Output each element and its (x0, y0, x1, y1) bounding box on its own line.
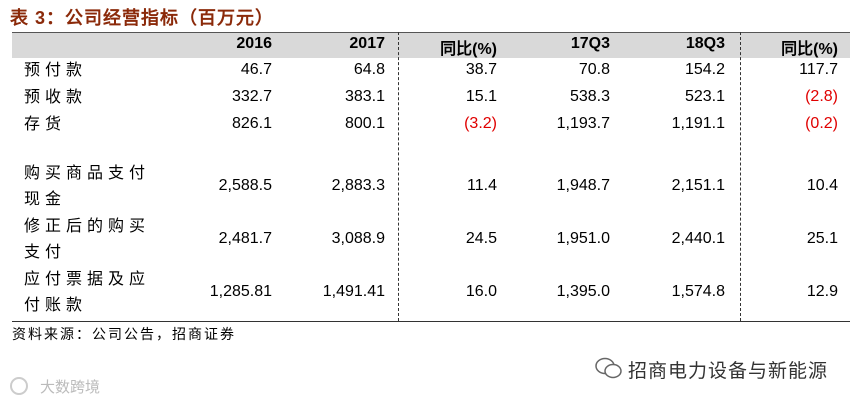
cell-value: 15.1 (465, 87, 497, 105)
corner-logo (10, 377, 28, 395)
cell-value: 117.7 (799, 60, 838, 78)
row-label: 预收款 (24, 89, 88, 106)
cell-value: 2,151.1 (671, 176, 725, 194)
cell-value: (3.2) (464, 114, 497, 132)
cell-value: 11.4 (467, 176, 497, 194)
table-title: 表 3：公司经营指标（百万元） (10, 8, 275, 28)
cell-value: 10.4 (806, 176, 838, 194)
cell-value: 154.2 (684, 60, 725, 78)
watermark: 招商电力设备与新能源 (628, 361, 829, 382)
cell-value: 1,191.1 (671, 114, 725, 132)
column-header: 2017 (349, 35, 385, 52)
bottom-rule (12, 321, 850, 322)
corner-watermark: 大数跨境 (40, 379, 101, 396)
header-band (12, 32, 850, 58)
column-header: 同比(%) (440, 41, 497, 58)
cell-value: 1,951.0 (556, 229, 610, 247)
cell-value: 538.3 (569, 87, 610, 105)
cell-value: 1,948.7 (556, 176, 610, 194)
column-header: 17Q3 (570, 35, 610, 52)
cell-value: 1,574.8 (671, 283, 725, 300)
cell-value: 2,588.5 (218, 176, 272, 194)
column-header: 2016 (236, 35, 272, 52)
cell-value: 16.0 (465, 283, 497, 300)
cell-value: 1,491.41 (322, 283, 385, 300)
cell-value: (2.8) (805, 87, 838, 105)
cell-value: 12.9 (806, 283, 838, 300)
cell-value: 38.7 (465, 60, 497, 78)
cell-value: 64.8 (353, 60, 385, 78)
column-header: 同比(%) (781, 41, 838, 58)
cell-value: 2,883.3 (331, 176, 385, 194)
row-label: 修正后的购买支付 (24, 218, 151, 261)
cell-value: 1,193.7 (556, 114, 610, 132)
cell-value: 25.1 (806, 229, 838, 247)
cell-value: (0.2) (805, 114, 838, 132)
column-header: 18Q3 (685, 35, 725, 52)
row-label: 应付票据及应付账款 (24, 271, 151, 314)
row-label: 存货 (24, 116, 67, 133)
cell-value: 1,395.0 (556, 283, 610, 300)
cell-value: 3,088.9 (331, 229, 385, 247)
cell-value: 1,285.81 (209, 283, 272, 300)
divider (740, 32, 741, 321)
cell-value: 24.5 (465, 229, 497, 247)
cell-value: 70.8 (578, 60, 610, 78)
cell-value: 46.7 (240, 60, 272, 78)
cell-value: 332.7 (231, 87, 272, 105)
cell-value: 826.1 (231, 114, 272, 132)
cell-value: 2,440.1 (671, 229, 725, 247)
cell-value: 2,481.7 (218, 229, 272, 247)
row-label: 购买商品支付现金 (24, 165, 151, 208)
cell-value: 383.1 (344, 87, 385, 105)
cell-value: 523.1 (684, 87, 725, 105)
cell-value: 800.1 (344, 114, 385, 132)
source-note: 资料来源：公司公告，招商证券 (12, 326, 236, 342)
row-label: 预付款 (24, 62, 88, 79)
divider (398, 32, 399, 321)
wechat-icon (595, 357, 622, 379)
